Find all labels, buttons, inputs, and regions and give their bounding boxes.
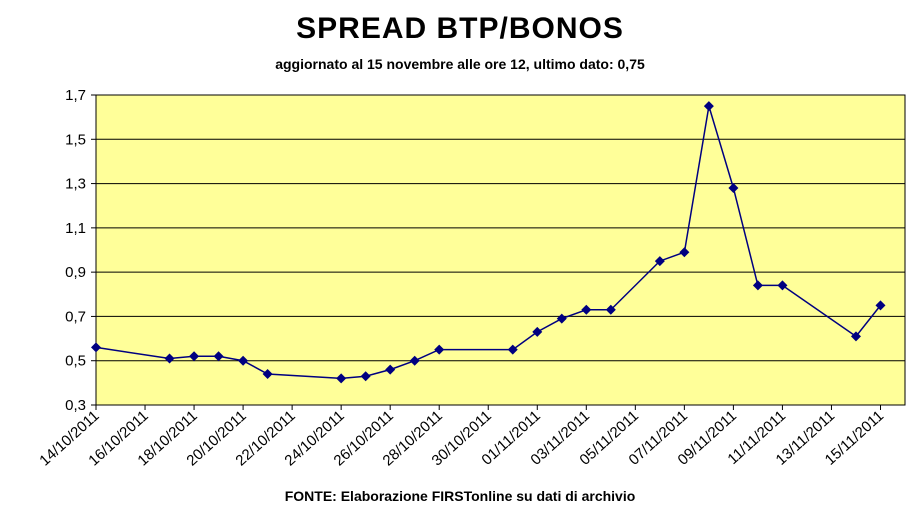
y-tick-labels: 0,3 0,5 0,7 0,9 1,1 1,3 1,5 1,7 <box>65 87 86 414</box>
y-tick-label: 1,5 <box>65 131 86 148</box>
data-point <box>875 300 886 311</box>
data-point <box>532 326 543 337</box>
y-tick-label: 1,3 <box>65 176 86 193</box>
data-point <box>507 344 518 355</box>
data-point <box>91 342 101 353</box>
data-point <box>238 355 249 366</box>
data-point <box>777 280 788 291</box>
data-point <box>262 369 273 379</box>
data-point <box>164 353 175 364</box>
data-point <box>434 344 445 355</box>
y-tick-label: 0,5 <box>65 353 86 370</box>
data-point <box>189 351 200 362</box>
data-point <box>336 373 347 384</box>
chart-subtitle: aggiornato al 15 novembre alle ore 12, u… <box>275 56 645 72</box>
y-tick-label: 1,1 <box>65 220 86 237</box>
data-point <box>213 351 224 362</box>
data-points <box>91 101 886 384</box>
data-point <box>728 183 739 193</box>
y-tick-label: 1,7 <box>65 87 86 104</box>
data-point <box>850 331 861 342</box>
data-point <box>654 256 665 267</box>
data-point <box>679 247 690 258</box>
plot-area <box>95 94 906 406</box>
data-point <box>703 101 714 112</box>
gridlines <box>96 94 905 406</box>
data-point <box>360 371 371 382</box>
data-point <box>556 313 567 324</box>
data-point <box>605 304 616 315</box>
y-tick-label: 0,9 <box>65 264 86 281</box>
y-tick-label: 0,7 <box>65 308 86 325</box>
data-point <box>409 355 420 366</box>
data-point <box>581 304 592 315</box>
source-note: FONTE: Elaborazione FIRSTonline su dati … <box>284 488 636 504</box>
y-tick-label: 0,3 <box>65 397 86 414</box>
axes <box>91 94 881 410</box>
data-point <box>752 280 763 291</box>
chart-title: SPREAD BTP/BONOS <box>296 12 624 45</box>
x-tick-labels: 14/10/201116/10/201118/10/201120/10/2011… <box>36 407 887 469</box>
data-point <box>385 364 396 375</box>
